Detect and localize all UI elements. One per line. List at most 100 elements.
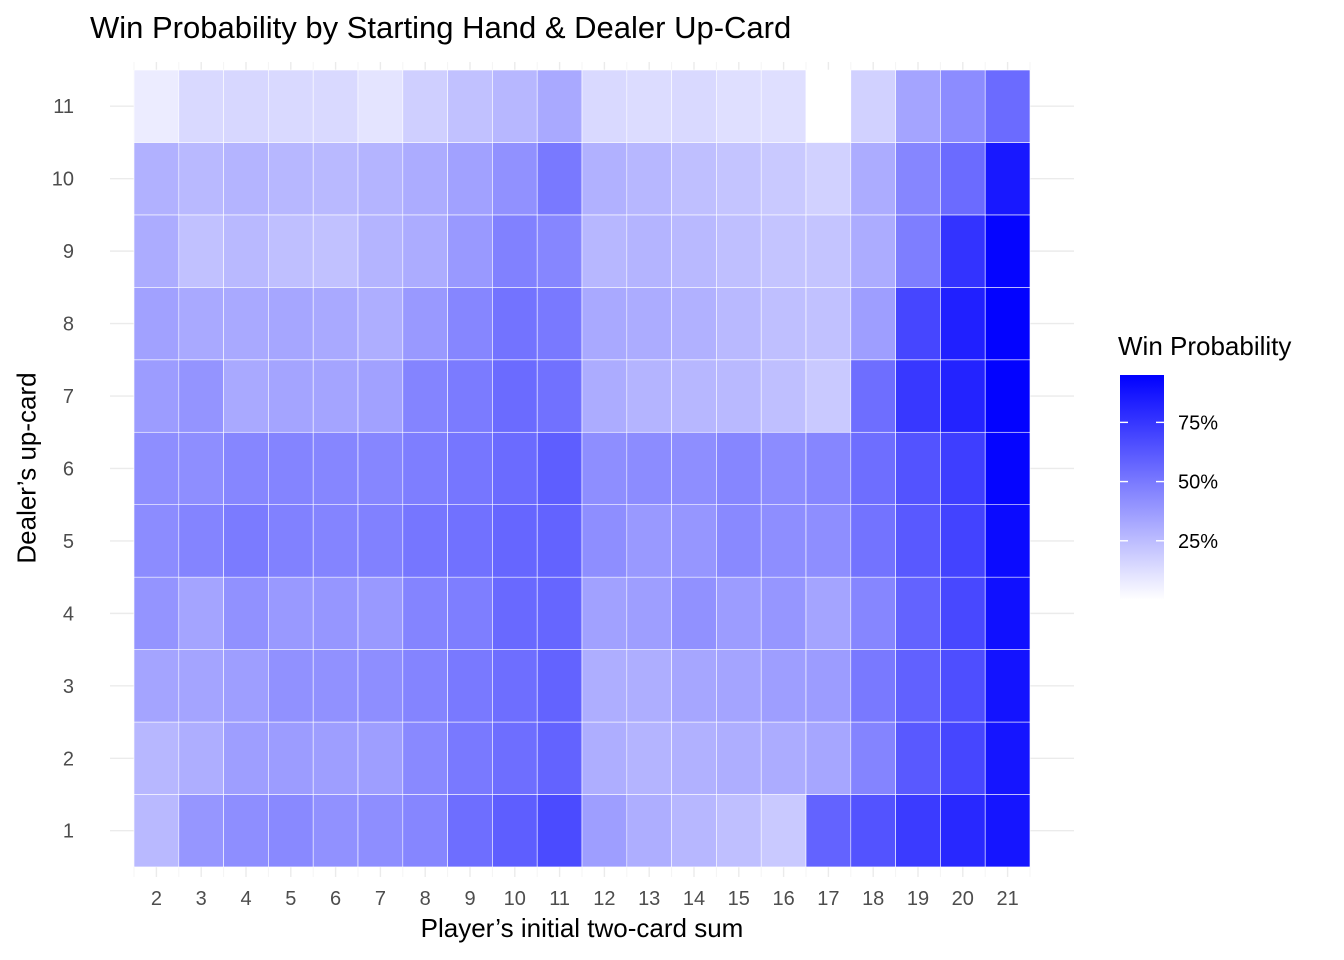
heatmap-cell: [940, 794, 986, 868]
heatmap-cell: [581, 359, 628, 433]
heatmap-cell: [268, 794, 314, 868]
heatmap-cell: [940, 576, 986, 650]
heatmap-cell: [492, 359, 538, 433]
heatmap-cell: [716, 649, 762, 723]
heatmap-cell: [223, 794, 269, 868]
heatmap-cell: [536, 142, 583, 216]
heatmap-cell: [402, 287, 448, 361]
heatmap-cell: [671, 69, 717, 143]
heatmap-cell: [940, 504, 986, 578]
heatmap-cell: [716, 359, 762, 433]
heatmap-cell: [984, 649, 1031, 723]
heatmap-cell: [223, 214, 269, 288]
heatmap-cell: [671, 214, 717, 288]
heatmap-cell: [357, 359, 404, 433]
heatmap-cell: [850, 214, 896, 288]
heatmap-cell: [895, 287, 941, 361]
heatmap-cell: [581, 504, 628, 578]
heatmap-cell: [402, 431, 448, 505]
legend-tick-label: 75%: [1178, 412, 1218, 434]
heatmap-cell: [850, 794, 896, 868]
heatmap-cell: [223, 359, 269, 433]
heatmap-cell: [760, 69, 807, 143]
heatmap-cell: [178, 287, 224, 361]
x-tick-label: 9: [464, 888, 475, 910]
heatmap-cell: [492, 69, 538, 143]
heatmap-cell: [850, 576, 896, 650]
heatmap-cell: [178, 721, 224, 795]
heatmap-cell: [492, 504, 538, 578]
heatmap-cell: [178, 142, 224, 216]
heatmap-cell: [536, 649, 583, 723]
y-tick-label: 3: [63, 676, 74, 698]
heatmap-cell: [268, 214, 314, 288]
heatmap-cell: [626, 287, 672, 361]
heatmap-cell: [760, 287, 807, 361]
heatmap-cell: [626, 431, 672, 505]
heatmap-cell: [984, 214, 1031, 288]
heatmap-cell: [760, 142, 807, 216]
heatmap-cell: [940, 359, 986, 433]
heatmap-cell: [223, 576, 269, 650]
heatmap-cell: [492, 649, 538, 723]
heatmap-cell: [671, 721, 717, 795]
heatmap-cell: [850, 504, 896, 578]
y-axis-title: Dealer’s up-card: [11, 372, 42, 564]
heatmap-cell: [895, 576, 941, 650]
heatmap-cell: [671, 431, 717, 505]
heatmap-cell: [895, 142, 941, 216]
heatmap-cell: [671, 142, 717, 216]
heatmap-cell: [312, 69, 359, 143]
heatmap-cell: [178, 576, 224, 650]
x-tick-label: 21: [996, 888, 1018, 910]
heatmap-cell: [178, 649, 224, 723]
x-tick-label: 4: [240, 888, 251, 910]
heatmap-cell: [716, 576, 762, 650]
heatmap-cell: [536, 721, 583, 795]
heatmap-cell: [626, 576, 672, 650]
heatmap-cell: [268, 69, 314, 143]
heatmap-cell: [984, 504, 1031, 578]
heatmap-cell: [940, 69, 986, 143]
x-tick-label: 17: [817, 888, 839, 910]
heatmap-cell: [178, 69, 224, 143]
heatmap-cell: [357, 214, 404, 288]
heatmap-cell: [716, 431, 762, 505]
heatmap-cell: [895, 214, 941, 288]
heatmap-cell: [447, 794, 493, 868]
heatmap-cell: [671, 576, 717, 650]
x-axis-title: Player’s initial two-card sum: [420, 913, 744, 943]
heatmap-cell: [178, 359, 224, 433]
y-tick-label: 10: [52, 169, 74, 191]
heatmap-cell: [850, 431, 896, 505]
heatmap-cell: [357, 142, 404, 216]
heatmap-cell: [626, 721, 672, 795]
heatmap-cell: [805, 721, 852, 795]
legend-colorbar: [1120, 375, 1164, 600]
heatmap-cell: [760, 359, 807, 433]
heatmap-cell: [984, 721, 1031, 795]
heatmap-cell: [312, 142, 359, 216]
heatmap-cell: [133, 214, 180, 288]
x-tick-label: 19: [907, 888, 929, 910]
heatmap-cell: [492, 431, 538, 505]
heatmap-cell: [402, 214, 448, 288]
heatmap-cell: [850, 721, 896, 795]
heatmap-cell: [581, 576, 628, 650]
heatmap-cell: [447, 576, 493, 650]
heatmap-cell: [581, 431, 628, 505]
heatmap-cell: [760, 431, 807, 505]
heatmap-cell: [984, 69, 1031, 143]
legend-title: Win Probability: [1118, 331, 1292, 361]
heatmap-cell: [984, 287, 1031, 361]
heatmap-cell: [268, 287, 314, 361]
heatmap-cell: [223, 142, 269, 216]
x-tick-label: 15: [728, 888, 750, 910]
y-tick-label: 4: [63, 603, 74, 625]
heatmap-cell: [447, 504, 493, 578]
heatmap-cell: [805, 287, 852, 361]
heatmap-cell: [402, 721, 448, 795]
heatmap-cell: [133, 649, 180, 723]
heatmap-cell: [492, 287, 538, 361]
